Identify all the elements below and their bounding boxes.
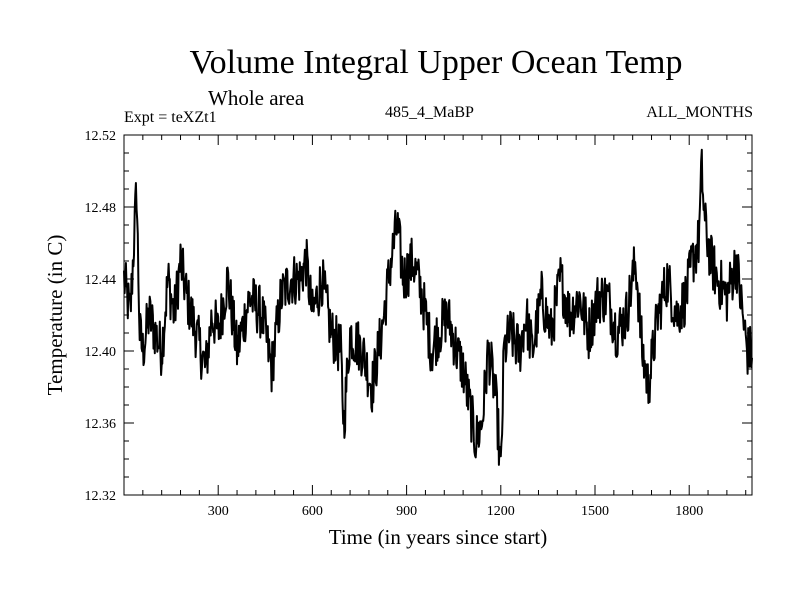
y-tick-label: 12.36: [85, 417, 117, 432]
y-axis-label: Temperature (in C): [43, 235, 67, 396]
run-label: 485_4_MaBP: [385, 104, 474, 121]
y-tick-label: 12.32: [85, 489, 117, 504]
x-tick-label: 300: [208, 504, 229, 519]
chart-title: Volume Integral Upper Ocean Temp: [189, 44, 683, 81]
x-tick-label: 1500: [581, 504, 609, 519]
series-line: [123, 148, 753, 466]
y-tick-label: 12.52: [85, 129, 117, 144]
months-label: ALL_MONTHS: [646, 104, 753, 121]
x-tick-label: 600: [302, 504, 323, 519]
x-tick-label: 900: [396, 504, 417, 519]
chart-subtitle: Whole area: [208, 86, 305, 110]
x-tick-label: 1800: [675, 504, 703, 519]
x-tick-label: 1200: [487, 504, 515, 519]
y-tick-label: 12.40: [85, 345, 117, 360]
y-tick-label: 12.48: [85, 201, 117, 216]
tick-labels: 300 600 900 1200 1500 1800 12.32 12.36 12.40 12.4…: [85, 129, 704, 519]
y-tick-label: 12.44: [85, 273, 117, 288]
x-axis-label: Time (in years since start): [328, 525, 548, 549]
experiment-label: Expt = teXZt1: [124, 109, 217, 126]
